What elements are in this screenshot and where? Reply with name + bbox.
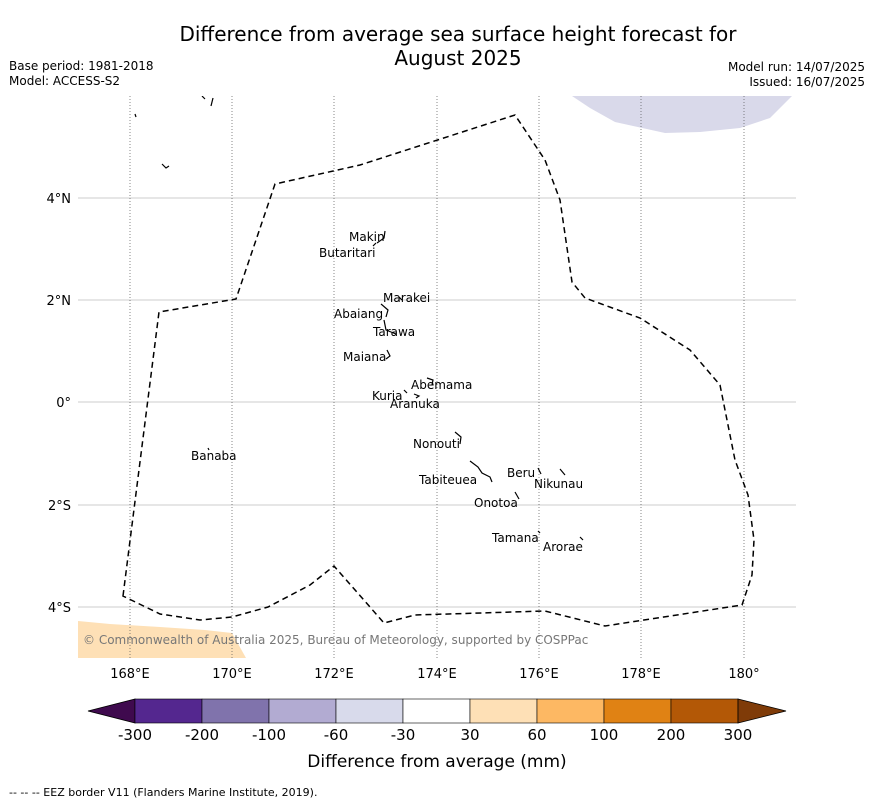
label-tarawa: Tarawa (372, 325, 415, 339)
island-shape-nonouti (454, 431, 462, 445)
lat-tick: 2°S (48, 499, 71, 514)
islands (134, 96, 584, 541)
title-line-2: August 2025 (394, 46, 522, 70)
island-shape-banaba (207, 447, 210, 451)
lon-tick: 172°E (314, 667, 354, 682)
colorbar-tick: -300 (118, 726, 152, 744)
colorbar-tick-labels: -300 -200 -100 -60 -30 30 60 100 200 300 (118, 726, 752, 744)
lon-tick: 168°E (110, 667, 150, 682)
issued-date: Issued: 16/07/2025 (749, 75, 865, 89)
colorbar-extend-high (737, 698, 787, 724)
island-shape-kuria (403, 389, 408, 394)
lon-tick: 176°E (519, 667, 559, 682)
label-marakei: Marakei (383, 291, 430, 305)
label-nikunau: Nikunau (534, 477, 583, 491)
eez-border (122, 114, 755, 627)
island-shape-marakei (398, 296, 403, 301)
island-shape-north-3 (134, 113, 137, 118)
lon-tick: 174°E (417, 667, 457, 682)
label-nonouti: Nonouti (413, 437, 460, 451)
colorbar-tick: 100 (590, 726, 619, 744)
label-onotoa: Onotoa (474, 496, 518, 510)
label-aranuka: Aranuka (390, 397, 440, 411)
label-tabiteuea: Tabiteuea (418, 473, 477, 487)
colorbar-label: Difference from average (mm) (307, 752, 566, 772)
colorbar-segment (134, 698, 203, 724)
colorbar-segment (670, 698, 739, 724)
island-shape-abemama (426, 377, 434, 386)
colorbar-tick: -60 (324, 726, 349, 744)
copyright-notice: © Commonwealth of Australia 2025, Bureau… (83, 633, 588, 647)
lon-tick-labels: 168°E 170°E 172°E 174°E 176°E 178°E 180° (110, 667, 759, 682)
colorbar-tick: -100 (252, 726, 286, 744)
island-shape-tarawa (383, 319, 397, 335)
meta-right: Model run: 14/07/2025 Issued: 16/07/2025 (728, 60, 865, 90)
lon-tick: 180° (728, 667, 759, 682)
colorbar-segment (335, 698, 404, 724)
lon-tick: 170°E (212, 667, 252, 682)
colorbar-segment (268, 698, 337, 724)
title-line-1: Difference from average sea surface heig… (179, 22, 737, 46)
label-makin: Makin (349, 230, 385, 244)
label-butaritari: Butaritari (319, 246, 376, 260)
island-labels: Makin Butaritari Marakei Abaiang Tarawa … (191, 230, 583, 554)
label-beru: Beru (507, 466, 535, 480)
island-shape-aranuka (413, 393, 421, 399)
label-kuria: Kuria (372, 389, 403, 403)
island-shape-north-4 (161, 163, 170, 169)
model-name: Model: ACCESS-S2 (9, 74, 121, 88)
eez-footer-note: -- -- -- EEZ border V11 (Flanders Marine… (9, 786, 318, 799)
base-period: Base period: 1981-2018 (9, 59, 154, 73)
colorbar (87, 698, 787, 724)
colorbar-segment (536, 698, 605, 724)
island-shape-maiana (385, 349, 391, 360)
negative-anomaly-region (572, 96, 792, 133)
colorbar-tick: -200 (185, 726, 219, 744)
island-shape-beru (537, 467, 542, 475)
colorbar-tick: 300 (724, 726, 753, 744)
colorbar-segment (469, 698, 538, 724)
island-shape-north-1 (201, 96, 206, 100)
label-arorae: Arorae (543, 540, 583, 554)
model-run: Model run: 14/07/2025 (727, 60, 865, 74)
island-shape-abaiang (380, 303, 389, 318)
island-shape-onotoa (514, 491, 520, 500)
island-shape-arorae (579, 536, 584, 541)
island-shape-tabiteuea (469, 460, 493, 483)
island-shape-butaritari (372, 242, 377, 247)
label-abaiang: Abaiang (334, 307, 383, 321)
lat-tick: 4°S (48, 601, 71, 616)
label-maiana: Maiana (343, 350, 386, 364)
colorbar-tick: 60 (527, 726, 546, 744)
colorbar-segment (603, 698, 672, 724)
map-title: Difference from average sea surface heig… (158, 22, 758, 70)
island-shape-tamana (537, 530, 541, 534)
colorbar-segment (201, 698, 270, 724)
positive-anomaly-region (78, 621, 246, 658)
island-shape-nikunau (559, 468, 566, 476)
island-shape-north-2 (210, 97, 214, 107)
lat-tick-labels: 4°N 2°N 0° 2°S 4°S (47, 192, 72, 616)
lat-tick: 0° (56, 396, 71, 411)
label-abemama: Abemama (411, 378, 472, 392)
lat-tick: 2°N (47, 294, 72, 309)
colorbar-segment (402, 698, 471, 724)
label-tamana: Tamana (491, 531, 539, 545)
lon-tick: 178°E (621, 667, 661, 682)
label-banaba: Banaba (191, 449, 237, 463)
map-area: Makin Butaritari Marakei Abaiang Tarawa … (78, 96, 796, 658)
colorbar-extend-low (87, 698, 136, 724)
lat-tick: 4°N (47, 192, 72, 207)
colorbar-tick: -30 (391, 726, 416, 744)
island-shape-makin (376, 230, 386, 244)
lon-gridlines (129, 96, 745, 658)
colorbar-tick: 30 (460, 726, 479, 744)
colorbar-tick: 200 (657, 726, 686, 744)
meta-left: Base period: 1981-2018 Model: ACCESS-S2 (9, 59, 154, 89)
